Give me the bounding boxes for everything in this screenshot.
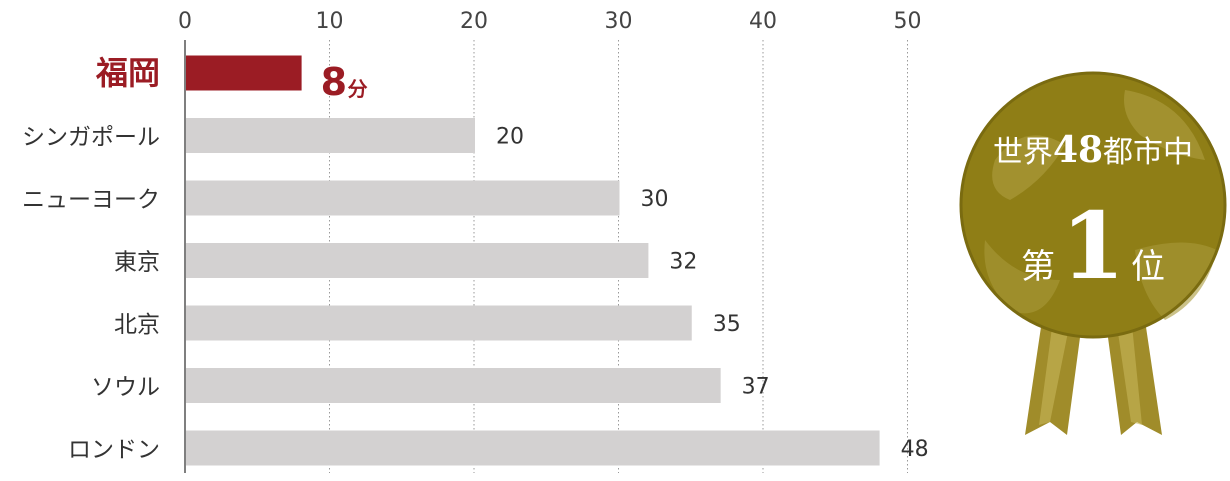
medal-rim bbox=[959, 71, 1227, 339]
medal-line2: 第1 位 bbox=[1021, 192, 1165, 300]
bar bbox=[186, 368, 721, 403]
value-label: 20 bbox=[496, 125, 524, 150]
x-tick-label: 10 bbox=[316, 9, 344, 34]
x-tick-label: 0 bbox=[178, 9, 192, 34]
x-tick-label: 40 bbox=[749, 9, 777, 34]
medal-line2-number: 1 bbox=[1061, 192, 1125, 300]
medal-line2-suffix: 位 bbox=[1131, 247, 1165, 287]
axis-unit-label: （分） bbox=[930, 5, 941, 27]
category-label: ロンドン bbox=[68, 437, 160, 463]
category-label: ニューヨーク bbox=[22, 187, 160, 213]
bar bbox=[186, 118, 475, 153]
medal-line1-suffix: 都市中 bbox=[1103, 135, 1193, 170]
category-label: 東京 bbox=[114, 250, 160, 276]
x-tick-label: 50 bbox=[894, 9, 922, 34]
x-tick-label: 20 bbox=[460, 9, 488, 34]
category-label: 北京 bbox=[114, 312, 160, 338]
first-place-medal-icon: 世界48都市中 第1 位 bbox=[959, 71, 1227, 435]
medal-pattern bbox=[1135, 242, 1217, 320]
medal-pattern bbox=[992, 135, 1065, 200]
category-label: シンガポール bbox=[22, 125, 160, 151]
category-label: ソウル bbox=[91, 375, 160, 401]
value-label: 30 bbox=[641, 187, 669, 212]
bar bbox=[186, 180, 620, 216]
x-tick-label: 30 bbox=[605, 9, 633, 34]
medal-line2-prefix: 第 bbox=[1021, 247, 1055, 287]
bar bbox=[186, 243, 649, 278]
value-label: 35 bbox=[713, 312, 741, 337]
bar bbox=[186, 305, 692, 341]
value-label: 37 bbox=[742, 375, 770, 400]
value-label: 48 bbox=[901, 437, 929, 462]
bar bbox=[186, 55, 302, 91]
bar bbox=[186, 430, 880, 466]
medal-pattern bbox=[984, 240, 1060, 314]
value-label: 32 bbox=[669, 250, 697, 275]
medal-line1: 世界48都市中 bbox=[993, 129, 1193, 171]
bars bbox=[186, 55, 880, 466]
value-unit-label: 分 bbox=[348, 77, 368, 101]
medal-line1-prefix: 世界 bbox=[993, 135, 1053, 170]
medal-line1-number: 48 bbox=[1053, 129, 1103, 171]
category-label: 福岡 bbox=[95, 54, 160, 92]
value-label: 8 bbox=[321, 60, 347, 104]
medal-pattern bbox=[1124, 90, 1205, 160]
